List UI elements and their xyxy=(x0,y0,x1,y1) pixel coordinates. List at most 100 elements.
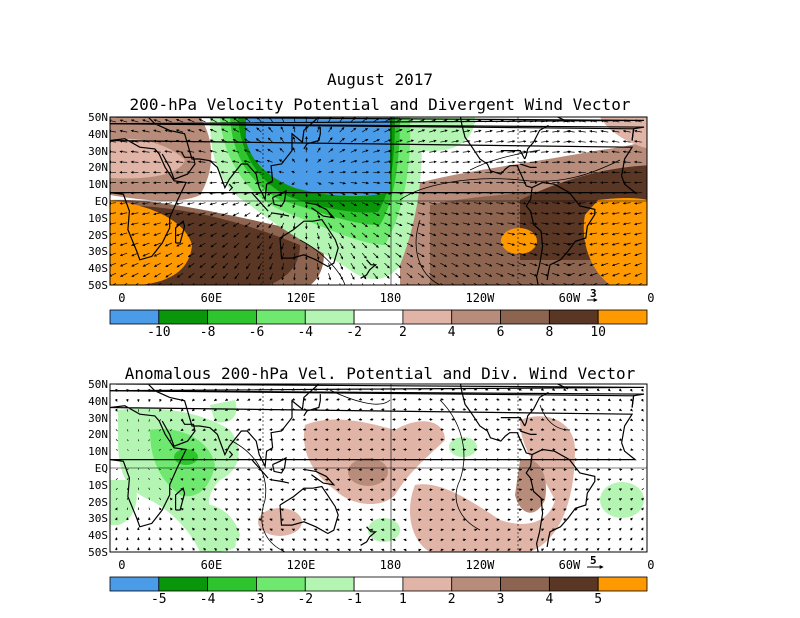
wind-vector-arrow xyxy=(451,129,460,133)
wind-vector-arrow xyxy=(257,273,262,280)
wind-vector-arrow xyxy=(278,181,284,185)
wind-vector-arrow xyxy=(142,242,150,247)
wind-vector-arrow xyxy=(148,429,150,432)
colorbar-swatch xyxy=(402,576,453,592)
wind-vector-arrow xyxy=(159,408,162,412)
wind-vector-arrow xyxy=(232,149,240,153)
wind-vector-arrow xyxy=(440,272,447,278)
wind-vector-arrow xyxy=(552,201,561,205)
wind-vector-arrow xyxy=(395,160,403,164)
wind-vector-arrow xyxy=(221,118,229,123)
wind-vector-arrow xyxy=(281,263,285,271)
wind-vector-arrow xyxy=(170,398,173,402)
wind-vector-arrow xyxy=(169,468,172,471)
wind-vector-arrow xyxy=(226,283,229,285)
wind-vector-arrow xyxy=(566,252,575,256)
wind-vector-arrow xyxy=(115,419,118,422)
wind-vector-arrow xyxy=(187,118,195,123)
wind-vector-arrow xyxy=(552,222,561,226)
wind-vector-arrow xyxy=(362,181,369,185)
wind-vector-arrow xyxy=(191,517,195,521)
wind-vector-arrow xyxy=(258,418,262,421)
top-coastlines xyxy=(110,117,645,285)
wind-vector-arrow xyxy=(350,283,353,285)
wind-vector-arrow xyxy=(577,212,586,215)
wind-vector-arrow xyxy=(429,242,437,247)
wind-vector-arrow xyxy=(496,212,505,215)
wind-vector-arrow xyxy=(373,242,379,248)
wind-vector-arrow xyxy=(269,242,273,250)
wind-vector-arrow xyxy=(395,252,402,258)
wind-vector-arrow xyxy=(328,126,333,133)
wind-vector-arrow xyxy=(202,428,206,431)
wind-vector-arrow xyxy=(392,407,396,411)
wind-vector-arrow xyxy=(473,201,482,205)
wind-vector-arrow xyxy=(232,212,240,217)
wind-vector-arrow xyxy=(202,498,206,501)
wind-vector-arrow xyxy=(291,170,296,174)
chart-month-title: August 2017 xyxy=(327,70,433,89)
wind-vector-arrow xyxy=(292,125,296,133)
wind-vector-arrow xyxy=(305,158,308,163)
wind-vector-arrow xyxy=(141,202,150,205)
wind-vector-arrow xyxy=(244,222,251,228)
wind-vector-arrow xyxy=(518,262,527,267)
wind-vector-arrow xyxy=(126,449,129,451)
wind-vector-arrow xyxy=(119,212,128,216)
wind-vector-arrow xyxy=(589,222,598,226)
wind-vector-arrow xyxy=(552,129,561,133)
bottom-vector-scale-label: 5 xyxy=(590,554,597,567)
wind-vector-arrow xyxy=(164,242,173,247)
wind-vector-arrow xyxy=(440,150,448,153)
wind-vector-arrow xyxy=(292,222,296,230)
wind-vector-arrow xyxy=(246,418,251,421)
wind-vector-arrow xyxy=(164,222,173,226)
wind-vector-arrow xyxy=(496,232,504,236)
wind-vector-arrow xyxy=(440,202,448,205)
wind-vector-arrow xyxy=(114,527,118,531)
wind-vector-arrow xyxy=(507,242,516,246)
wind-vector-arrow xyxy=(293,273,296,281)
wind-vector-arrow xyxy=(235,488,240,492)
wind-vector-arrow xyxy=(462,242,471,247)
wind-vector-arrow xyxy=(473,160,482,164)
wind-vector-arrow xyxy=(244,212,251,217)
wind-vector-arrow xyxy=(153,119,161,123)
wind-vector-arrow xyxy=(169,449,172,451)
wind-vector-arrow xyxy=(566,222,575,226)
colorbar-swatch xyxy=(158,576,209,592)
wind-vector-arrow xyxy=(224,478,228,482)
wind-vector-arrow xyxy=(578,252,586,256)
wind-vector-arrow xyxy=(552,212,561,215)
wind-vector-arrow xyxy=(440,242,448,247)
wind-vector-arrow xyxy=(451,262,459,267)
colorbar-tick-label: 8 xyxy=(545,325,554,340)
wind-vector-arrow xyxy=(529,150,538,154)
latitude-tick-label: 50N xyxy=(88,378,108,391)
wind-vector-arrow xyxy=(258,518,262,522)
wind-vector-arrow xyxy=(148,409,150,412)
wind-vector-arrow xyxy=(541,140,549,143)
wind-vector-arrow xyxy=(280,508,284,512)
wind-vector-arrow xyxy=(622,129,631,133)
wind-vector-arrow xyxy=(507,150,516,154)
wind-vector-arrow xyxy=(392,508,396,512)
wind-vector-arrow xyxy=(496,272,504,277)
wind-vector-arrow xyxy=(589,201,598,205)
wind-vector-arrow xyxy=(153,252,161,257)
wind-vector-arrow xyxy=(269,398,273,401)
coastline-segment xyxy=(303,127,321,150)
wind-vector-arrow xyxy=(541,232,549,236)
wind-vector-arrow xyxy=(485,272,493,277)
wind-vector-arrow xyxy=(210,242,217,248)
coastline-segment xyxy=(279,218,339,268)
latitude-tick-label: 40N xyxy=(88,127,108,141)
wind-vector-arrow xyxy=(169,488,173,491)
wind-vector-arrow xyxy=(258,398,262,401)
wind-vector-arrow xyxy=(293,263,296,271)
wind-vector-arrow xyxy=(485,212,493,216)
wind-vector-arrow xyxy=(634,150,642,154)
wind-vector-arrow xyxy=(126,409,129,412)
wind-vector-arrow xyxy=(292,117,296,123)
wind-vector-arrow xyxy=(203,527,207,531)
